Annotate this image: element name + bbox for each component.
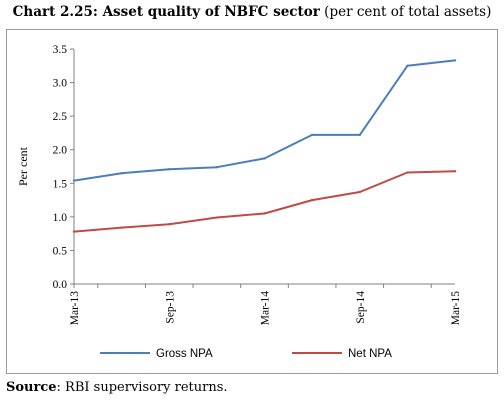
data-point [168,223,171,226]
y-tick-label: 2.5 [53,111,68,123]
series-line-2 [73,170,456,233]
chart-title-subtitle: (per cent of total assets) [324,4,492,20]
source-note: Source: RBI supervisory returns. [6,380,228,395]
chart-title: Chart 2.25: Asset quality of NBFC sector… [0,4,504,20]
x-tick-label: Sep-14 [355,291,367,324]
y-tick-label: 0.0 [53,279,68,291]
data-point [120,172,123,175]
data-point [406,64,409,67]
data-point [453,170,457,173]
data-point [72,230,76,233]
series-line-1 [73,59,456,182]
data-point [453,59,457,62]
data-point [310,133,314,137]
x-tick-label: Mar-13 [69,291,81,326]
chart-frame: 0.0 0.5 1.0 1.5 2.0 2.5 3.0 3.5 Per cent Mar-13 Se… [6,29,498,374]
chart-title-main: Chart 2.25: Asset quality of NBFC sector [12,4,320,20]
data-point [358,133,361,137]
legend-label-1: Gross NPA [156,348,213,360]
y-tick-label: 1.0 [53,212,68,224]
y-axis-title: Per cent [16,146,30,186]
data-point [215,216,219,219]
y-tick-label: 1.5 [53,178,68,190]
data-point [406,171,409,174]
data-point [263,157,266,160]
y-tick-label: 3.5 [53,44,68,56]
data-point [72,179,76,182]
y-tick-label: 2.0 [53,145,68,157]
legend-label-2: Net NPA [348,348,392,360]
y-tick-label: 0.5 [53,245,68,257]
source-text: : RBI supervisory returns. [56,380,228,395]
data-point [120,226,123,229]
x-tick-label: Sep-13 [164,291,176,324]
source-label: Source [6,380,57,395]
x-tick-label: Mar-14 [260,291,272,326]
line-chart: 0.0 0.5 1.0 1.5 2.0 2.5 3.0 3.5 Per cent Mar-13 Se… [16,44,462,360]
data-point [263,212,266,215]
data-point [168,167,171,171]
y-tick-label: 3.0 [53,78,68,90]
data-point [215,165,219,169]
x-tick-label: Mar-15 [450,291,462,326]
data-point [358,190,361,194]
data-point [310,198,314,202]
